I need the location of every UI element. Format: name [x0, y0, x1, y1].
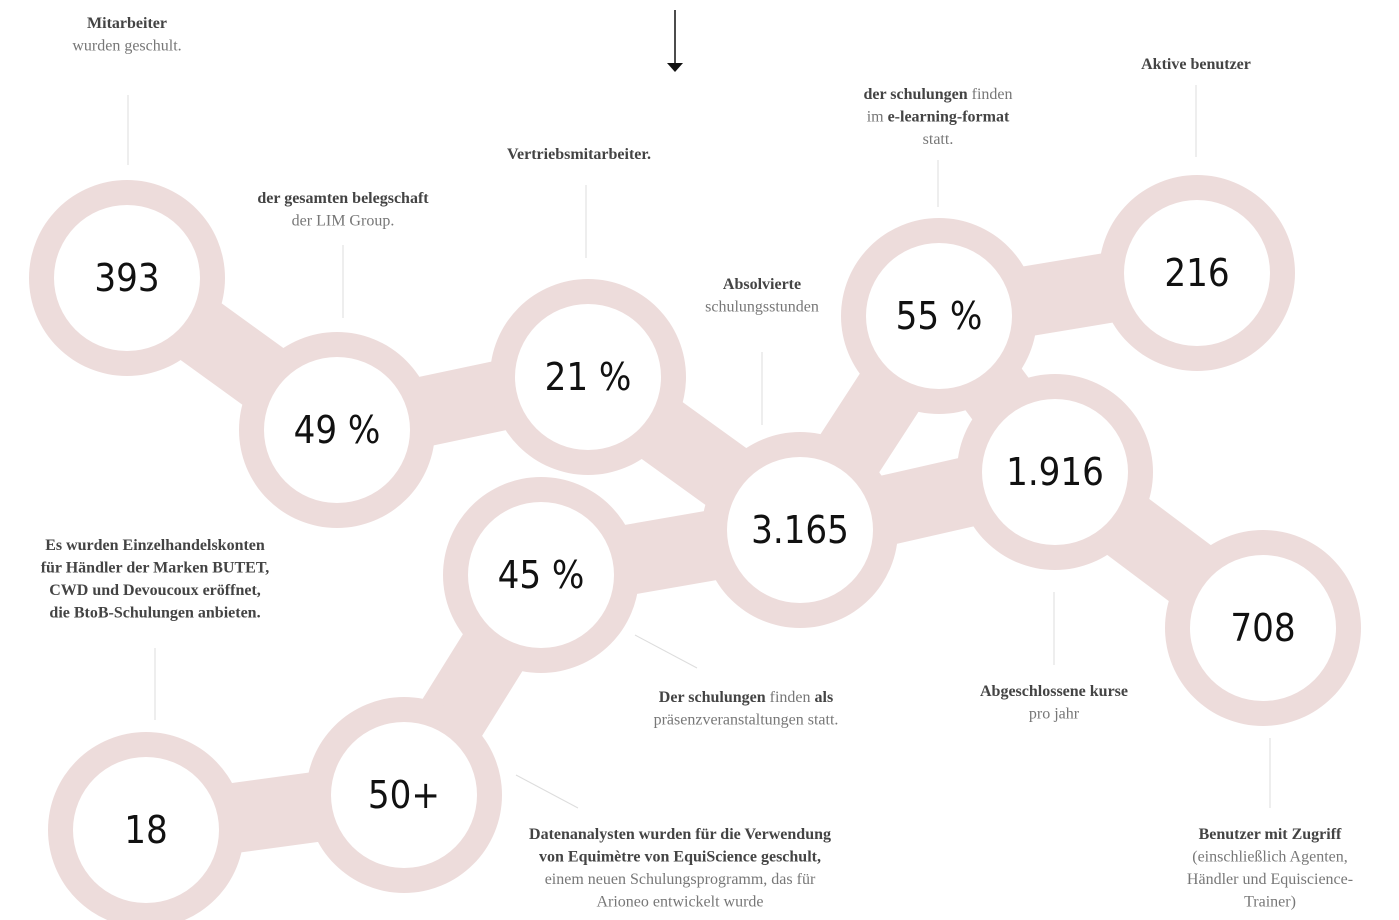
label-segment: wurden geschult.: [72, 38, 181, 55]
node-label: von Equimètre von EquiScience geschult,: [539, 849, 821, 866]
label-segment: Absolvierte: [723, 276, 801, 293]
node-label: Datenanalysten wurden für die Verwendung: [529, 826, 831, 843]
label-segment: für Händler der Marken BUTET,: [41, 560, 270, 577]
arrow-head: [667, 63, 683, 72]
ring-inner: [468, 502, 614, 648]
node-value: 1.916: [1006, 450, 1104, 494]
label-segment: Abgeschlossene kurse: [980, 683, 1128, 700]
node-label: Trainer): [1244, 894, 1296, 911]
node-label: der gesamten belegschaft: [257, 190, 429, 207]
node-label: für Händler der Marken BUTET,: [41, 560, 270, 577]
label-segment: einem neuen Schulungsprogramm, das für: [545, 871, 816, 888]
label-segment: im: [867, 109, 884, 126]
label-segment: Trainer): [1244, 894, 1296, 911]
ring-inner: [1190, 555, 1336, 701]
node-label: Vertriebsmitarbeiter.: [507, 146, 651, 163]
ring-inner: [264, 357, 410, 503]
label-segment: Vertriebsmitarbeiter.: [507, 146, 651, 163]
node-label: Arioneo entwickelt wurde: [596, 894, 763, 911]
label-segment: von Equimètre von EquiScience geschult,: [539, 849, 821, 866]
node-label: Es wurden Einzelhandelskonten: [45, 537, 265, 554]
ring-inner: [866, 243, 1012, 389]
node-label: CWD und Devoucoux eröffnet,: [49, 582, 261, 599]
node-label: wurden geschult.: [72, 38, 181, 55]
ring-inner: [982, 399, 1128, 545]
ring-inner: [1124, 200, 1270, 346]
node-label: (einschließlich Agenten,: [1192, 849, 1348, 866]
node-value: 49 %: [294, 408, 381, 452]
node-label: der LIM Group.: [292, 213, 395, 230]
label-segment: als: [815, 689, 834, 706]
annotations: 393 Mitarbeiter wurden geschult. 49 % der ge…: [41, 15, 1353, 911]
node-label: statt.: [923, 131, 954, 148]
label-segment: (einschließlich Agenten,: [1192, 849, 1348, 866]
node-value: 216: [1164, 251, 1229, 295]
node-label: im e-learning-format: [867, 109, 1010, 126]
label-segment: Aktive benutzer: [1141, 56, 1251, 73]
node-value: 708: [1230, 606, 1295, 650]
ring-inner: [331, 722, 477, 868]
ring-inner: [54, 205, 200, 351]
node-label: Absolvierte: [723, 276, 801, 293]
label-segment: Datenanalysten wurden für die Verwendung: [529, 826, 831, 843]
label-segment: der LIM Group.: [292, 213, 395, 230]
node-value: 55 %: [896, 294, 983, 338]
node-label: Mitarbeiter: [87, 15, 167, 32]
label-segment: statt.: [923, 131, 954, 148]
label-segment: Benutzer mit Zugriff: [1199, 826, 1342, 843]
label-segment: der gesamten belegschaft: [257, 190, 429, 207]
label-segment: finden: [770, 689, 811, 706]
node-value: 45 %: [498, 553, 585, 597]
label-segment: finden: [972, 86, 1013, 103]
ring-inner: [515, 304, 661, 450]
node-label: schulungsstunden: [705, 299, 819, 316]
node-label: Händler und Equiscience-: [1187, 871, 1353, 888]
node-value: 3.165: [751, 508, 849, 552]
node-label: pro jahr: [1029, 706, 1080, 723]
label-segment: präsenzveranstaltungen statt.: [654, 712, 839, 729]
label-segment: der schulungen: [863, 86, 967, 103]
node-label: die BtoB-Schulungen anbieten.: [49, 605, 260, 622]
label-segment: Händler und Equiscience-: [1187, 871, 1353, 888]
label-segment: Der schulungen: [659, 689, 766, 706]
label-segment: Es wurden Einzelhandelskonten: [45, 537, 265, 554]
ring-inner: [73, 757, 219, 903]
node-label: präsenzveranstaltungen statt.: [654, 712, 839, 729]
label-segment: schulungsstunden: [705, 299, 819, 316]
node-label: Benutzer mit Zugriff: [1199, 826, 1342, 843]
leader-line: [515, 774, 579, 809]
label-segment: die BtoB-Schulungen anbieten.: [49, 605, 260, 622]
node-label: Abgeschlossene kurse: [980, 683, 1128, 700]
leader-line: [634, 634, 698, 669]
ring-inner: [727, 457, 873, 603]
node-label: der schulungen finden: [863, 86, 1012, 103]
node-label: Der schulungen finden als: [659, 689, 833, 706]
label-segment: Mitarbeiter: [87, 15, 167, 32]
label-segment: CWD und Devoucoux eröffnet,: [49, 582, 261, 599]
label-segment: Arioneo entwickelt wurde: [596, 894, 763, 911]
node-value: 21 %: [545, 355, 632, 399]
node-value: 18: [124, 808, 168, 852]
node-label: einem neuen Schulungsprogramm, das für: [545, 871, 816, 888]
node-label: Aktive benutzer: [1141, 56, 1251, 73]
label-segment: e-learning-format: [888, 109, 1010, 126]
label-segment: pro jahr: [1029, 706, 1080, 723]
node-value: 50+: [368, 773, 440, 817]
node-value: 393: [94, 256, 159, 300]
